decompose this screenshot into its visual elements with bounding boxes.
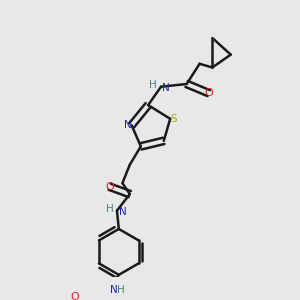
Text: H: H — [106, 204, 113, 214]
Text: O: O — [204, 88, 213, 98]
Text: O: O — [70, 292, 79, 300]
Text: N: N — [162, 82, 170, 93]
Text: N: N — [124, 120, 132, 130]
Text: S: S — [170, 114, 177, 124]
Text: N: N — [110, 285, 117, 296]
Text: H: H — [117, 285, 125, 296]
Text: O: O — [105, 182, 114, 192]
Text: H: H — [149, 80, 156, 90]
Text: N: N — [119, 207, 127, 218]
